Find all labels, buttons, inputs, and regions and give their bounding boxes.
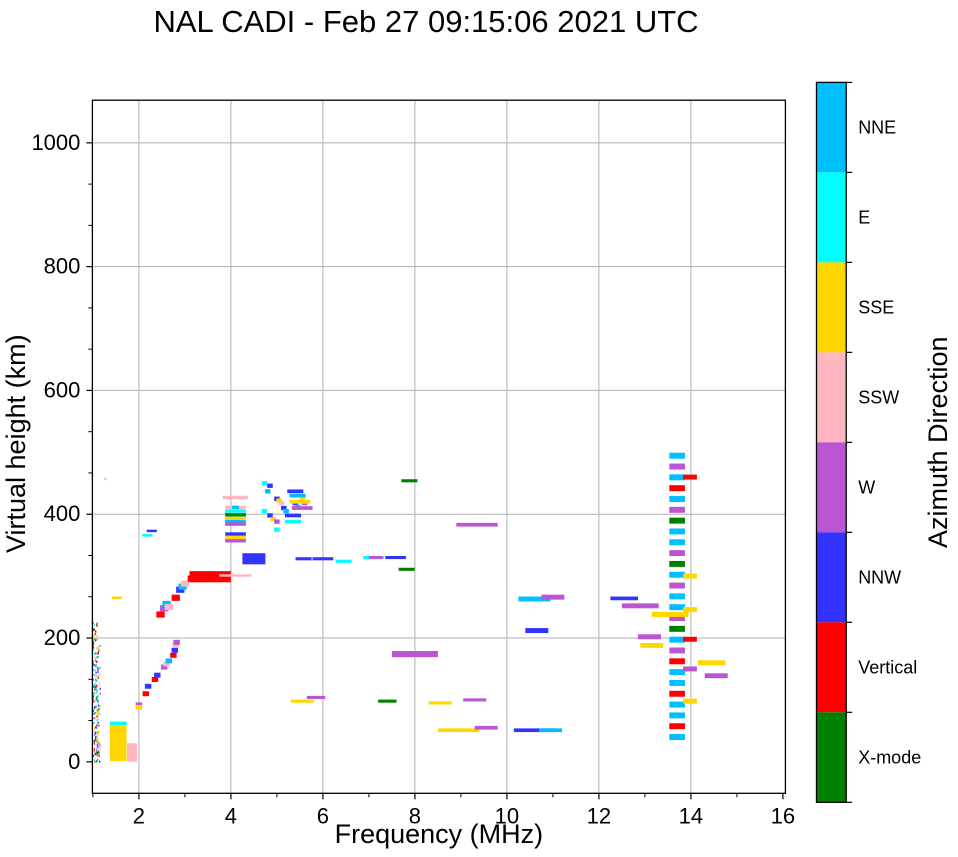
svg-text:14: 14: [679, 803, 703, 828]
svg-text:10: 10: [495, 803, 519, 828]
svg-text:E: E: [858, 207, 870, 227]
svg-text:800: 800: [44, 254, 81, 279]
svg-text:600: 600: [44, 377, 81, 402]
svg-text:Vertical: Vertical: [858, 657, 917, 677]
svg-text:X-mode: X-mode: [858, 747, 921, 767]
svg-text:W: W: [858, 477, 875, 497]
svg-text:8: 8: [409, 803, 421, 828]
svg-text:SSW: SSW: [858, 387, 899, 407]
svg-text:6: 6: [317, 803, 329, 828]
svg-text:16: 16: [771, 803, 795, 828]
svg-text:200: 200: [44, 625, 81, 650]
svg-text:NNE: NNE: [858, 117, 896, 137]
svg-text:12: 12: [587, 803, 611, 828]
svg-text:2: 2: [133, 803, 145, 828]
svg-text:0: 0: [68, 749, 80, 774]
svg-text:SSE: SSE: [858, 297, 894, 317]
svg-text:1000: 1000: [31, 130, 80, 155]
svg-text:400: 400: [44, 501, 81, 526]
svg-text:4: 4: [225, 803, 237, 828]
svg-text:NNW: NNW: [858, 567, 901, 587]
